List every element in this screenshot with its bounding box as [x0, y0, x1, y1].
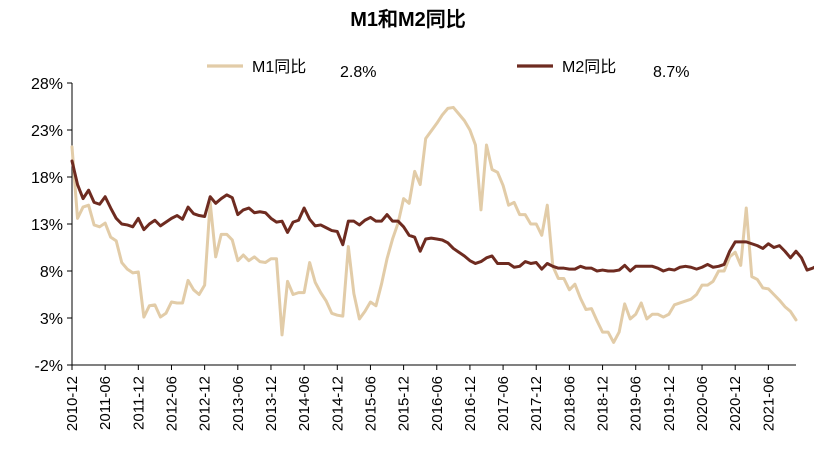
x-tick-label: 2014-06	[296, 376, 313, 431]
series-line-m1	[70, 105, 798, 344]
x-tick-label: 2020-06	[694, 376, 711, 431]
y-tick-label: 18%	[31, 170, 63, 187]
x-tick-label: 2012-06	[163, 376, 180, 431]
x-tick-label: 2021-06	[760, 376, 777, 431]
y-axis: 28% 23% 18% 13% 8% 3% -2%	[31, 76, 73, 375]
y-tick-label: 23%	[31, 123, 63, 140]
legend-label-m1: M1同比	[252, 58, 306, 76]
x-tick-label: 2020-12	[727, 376, 744, 431]
x-axis: 2010-12 2011-06 2011-12 2012-06 2012-12 2013-…	[64, 364, 796, 431]
series-line-m2	[70, 159, 814, 273]
y-tick-label: 13%	[31, 217, 63, 234]
x-tick-label: 2015-12	[396, 376, 413, 431]
legend-label-m2: M2同比	[562, 58, 616, 76]
x-tick-label: 2011-06	[97, 376, 114, 430]
x-tick-label: 2010-12	[64, 376, 81, 431]
y-tick-label: 3%	[40, 311, 63, 328]
x-tick-label: 2016-12	[462, 376, 479, 431]
x-tick-label: 2019-12	[661, 376, 678, 431]
x-tick-label: 2019-06	[628, 376, 645, 431]
x-tick-label: 2013-12	[263, 376, 280, 431]
x-tick-label: 2014-12	[329, 376, 346, 431]
y-tick-label: 8%	[40, 264, 63, 281]
x-tick-label: 2017-12	[528, 376, 545, 431]
x-tick-label: 2015-06	[362, 376, 379, 431]
x-tick-label: 2016-06	[429, 376, 446, 431]
legend-value-m2: 8.7%	[653, 64, 689, 81]
x-tick-label: 2012-12	[197, 376, 214, 431]
chart-title: M1和M2同比	[350, 8, 466, 31]
y-tick-label: 28%	[31, 76, 63, 93]
series-group	[70, 105, 814, 344]
x-tick-label: 2018-06	[561, 376, 578, 431]
x-tick-label: 2018-12	[595, 376, 612, 431]
x-tick-label: 2013-06	[230, 376, 247, 431]
x-tick-label: 2011-12	[130, 376, 147, 430]
legend: M1同比 2.8% M2同比 8.7%	[207, 58, 689, 81]
legend-value-m1: 2.8%	[340, 64, 376, 81]
y-tick-label: -2%	[35, 358, 63, 375]
x-tick-label: 2017-06	[495, 376, 512, 431]
